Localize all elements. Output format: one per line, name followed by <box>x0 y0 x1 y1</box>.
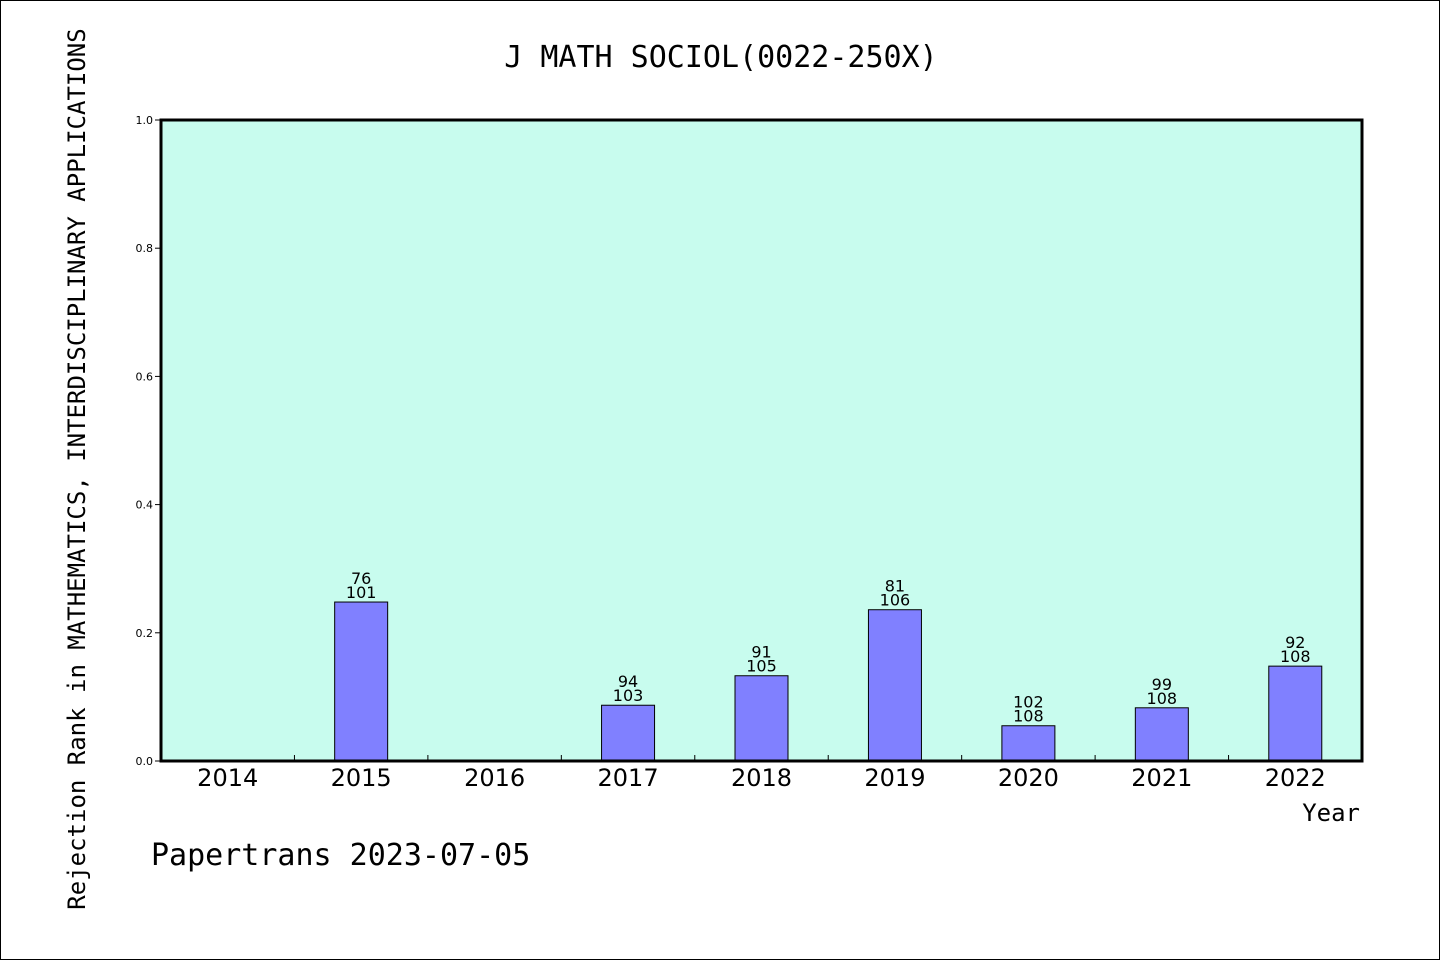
bar-2015 <box>334 601 389 762</box>
x-tick-label: 2017 <box>598 764 659 792</box>
bar-rank-label: 81 <box>885 577 905 596</box>
x-tick-label: 2015 <box>331 764 392 792</box>
bar-total-label: 106 <box>880 591 911 610</box>
bar-rank-label: 91 <box>751 643 771 662</box>
bar-total-label: 108 <box>1147 689 1178 708</box>
y-tick-label: 0.0 <box>136 755 154 768</box>
y-axis-label: Rejection Rank in MATHEMATICS, INTERDISC… <box>63 28 91 909</box>
x-tick-label: 2019 <box>864 764 925 792</box>
y-tick-label: 0.6 <box>136 370 154 383</box>
chart-title: J MATH SOCIOL(0022-250X) <box>504 40 937 75</box>
bar-total-label: 101 <box>346 583 377 602</box>
bar-2020 <box>1001 725 1056 762</box>
bar-rank-label: 99 <box>1152 675 1172 694</box>
y-axis: 0.0 0.2 0.4 0.6 0.8 1.0 <box>136 114 161 768</box>
x-tick-label: 2018 <box>731 764 792 792</box>
x-tick-label: 2022 <box>1265 764 1326 792</box>
bar-2017 <box>601 704 656 762</box>
y-tick-label: 1.0 <box>136 114 154 127</box>
bar-rank-label: 92 <box>1285 633 1305 652</box>
bar-total-label: 105 <box>746 657 777 676</box>
x-tick-label: 2020 <box>998 764 1059 792</box>
bar-2022 <box>1268 665 1323 762</box>
x-tick-label: 2014 <box>197 764 258 792</box>
y-tick-label: 0.4 <box>136 499 154 512</box>
bar-total-label: 108 <box>1280 647 1311 666</box>
bar-rank-label: 102 <box>1013 693 1044 712</box>
bar-2018 <box>734 675 789 762</box>
bar-rank-label: 76 <box>351 569 371 588</box>
bar-2021 <box>1134 707 1189 762</box>
bar-2019 <box>867 609 922 762</box>
y-tick-label: 0.8 <box>136 242 154 255</box>
footer-credit: Papertrans 2023-07-05 <box>151 838 530 873</box>
x-axis-label: Year <box>1302 799 1360 827</box>
bar-rank-label: 94 <box>618 672 638 691</box>
bar-total-label: 103 <box>613 686 644 705</box>
x-tick-label: 2016 <box>464 764 525 792</box>
plot-border <box>159 118 1364 763</box>
y-tick-label: 0.2 <box>136 627 154 640</box>
bar-total-label: 108 <box>1013 707 1044 726</box>
x-axis: 2014 2015 2016 2017 2018 2019 2020 2021 2022 <box>197 755 1326 792</box>
x-tick-label: 2021 <box>1131 764 1192 792</box>
